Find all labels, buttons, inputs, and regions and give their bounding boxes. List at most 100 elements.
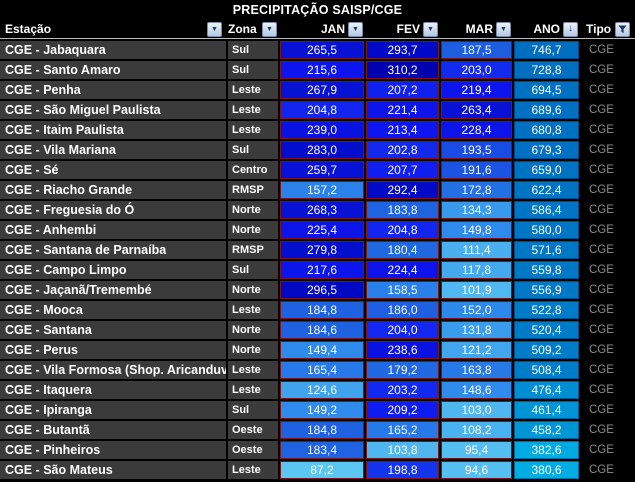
ano-total-cell[interactable]: 522,8	[514, 301, 579, 319]
mar-value-cell[interactable]: 193,5	[441, 141, 512, 159]
tipo-cell[interactable]: CGE	[589, 424, 614, 436]
fev-value-cell[interactable]: 202,8	[366, 141, 439, 159]
zone-cell[interactable]: Leste	[228, 301, 278, 319]
fev-value-cell[interactable]: 213,4	[366, 121, 439, 139]
ano-total-cell[interactable]: 622,4	[514, 181, 579, 199]
ano-total-cell[interactable]: 380,6	[514, 461, 579, 479]
tipo-cell[interactable]: CGE	[589, 184, 614, 196]
ano-total-cell[interactable]: 559,8	[514, 261, 579, 279]
station-cell[interactable]: CGE - São Miguel Paulista	[0, 101, 226, 119]
station-cell[interactable]: CGE - Jabaquara	[0, 41, 226, 59]
ano-total-cell[interactable]: 659,0	[514, 161, 579, 179]
zone-cell[interactable]: Leste	[228, 81, 278, 99]
fev-value-cell[interactable]: 238,6	[366, 341, 439, 359]
fev-value-cell[interactable]: 204,8	[366, 221, 439, 239]
fev-value-cell[interactable]: 179,2	[366, 361, 439, 379]
zone-cell[interactable]: Oeste	[228, 441, 278, 459]
mar-value-cell[interactable]: 187,5	[441, 41, 512, 59]
zone-cell[interactable]: Norte	[228, 201, 278, 219]
jan-value-cell[interactable]: 265,5	[280, 41, 364, 59]
jan-value-cell[interactable]: 157,2	[280, 181, 364, 199]
jan-value-cell[interactable]: 204,8	[280, 101, 364, 119]
ano-total-cell[interactable]: 509,2	[514, 341, 579, 359]
jan-value-cell[interactable]: 183,4	[280, 441, 364, 459]
jan-value-cell[interactable]: 149,4	[280, 341, 364, 359]
jan-value-cell[interactable]: 267,9	[280, 81, 364, 99]
zone-cell[interactable]: Sul	[228, 41, 278, 59]
zone-cell[interactable]: Norte	[228, 221, 278, 239]
zone-cell[interactable]: Sul	[228, 261, 278, 279]
tipo-cell[interactable]: CGE	[589, 104, 614, 116]
mar-value-cell[interactable]: 148,6	[441, 381, 512, 399]
mar-value-cell[interactable]: 134,3	[441, 201, 512, 219]
station-cell[interactable]: CGE - Penha	[0, 81, 226, 99]
station-cell[interactable]: CGE - Riacho Grande	[0, 181, 226, 199]
fev-value-cell[interactable]: 293,7	[366, 41, 439, 59]
station-cell[interactable]: CGE - Jaçanã/Tremembé	[0, 281, 226, 299]
station-cell[interactable]: CGE - Pinheiros	[0, 441, 226, 459]
jan-value-cell[interactable]: 225,4	[280, 221, 364, 239]
mar-value-cell[interactable]: 101,9	[441, 281, 512, 299]
mar-value-cell[interactable]: 131,8	[441, 321, 512, 339]
zone-cell[interactable]: RMSP	[228, 181, 278, 199]
station-cell[interactable]: CGE - Santana de Parnaíba	[0, 241, 226, 259]
fev-value-cell[interactable]: 103,8	[366, 441, 439, 459]
fev-value-cell[interactable]: 310,2	[366, 61, 439, 79]
tipo-cell[interactable]: CGE	[589, 284, 614, 296]
zone-cell[interactable]: Centro	[228, 161, 278, 179]
station-cell[interactable]: CGE - Freguesia do Ó	[0, 201, 226, 219]
fev-value-cell[interactable]: 224,4	[366, 261, 439, 279]
tipo-cell[interactable]: CGE	[589, 224, 614, 236]
tipo-cell[interactable]: CGE	[589, 124, 614, 136]
fev-value-cell[interactable]: 158,5	[366, 281, 439, 299]
ano-total-cell[interactable]: 382,6	[514, 441, 579, 459]
mar-value-cell[interactable]: 111,4	[441, 241, 512, 259]
ano-total-cell[interactable]: 679,3	[514, 141, 579, 159]
tipo-cell[interactable]: CGE	[589, 204, 614, 216]
ano-total-cell[interactable]: 586,4	[514, 201, 579, 219]
fev-value-cell[interactable]: 183,8	[366, 201, 439, 219]
ano-total-cell[interactable]: 680,8	[514, 121, 579, 139]
jan-value-cell[interactable]: 165,4	[280, 361, 364, 379]
mar-value-cell[interactable]: 191,6	[441, 161, 512, 179]
jan-value-cell[interactable]: 259,7	[280, 161, 364, 179]
station-cell[interactable]: CGE - Santo Amaro	[0, 61, 226, 79]
ano-total-cell[interactable]: 571,6	[514, 241, 579, 259]
tipo-cell[interactable]: CGE	[589, 464, 614, 476]
mar-value-cell[interactable]: 219,4	[441, 81, 512, 99]
mar-value-cell[interactable]: 203,0	[441, 61, 512, 79]
tipo-cell[interactable]: CGE	[589, 364, 614, 376]
ano-total-cell[interactable]: 476,4	[514, 381, 579, 399]
zone-cell[interactable]: Sul	[228, 141, 278, 159]
fev-value-cell[interactable]: 209,2	[366, 401, 439, 419]
zone-cell[interactable]: Norte	[228, 341, 278, 359]
station-cell[interactable]: CGE - São Mateus	[0, 461, 226, 479]
zona-filter-button[interactable]: ▼	[262, 21, 277, 37]
tipo-cell[interactable]: CGE	[589, 64, 614, 76]
ano-total-cell[interactable]: 458,2	[514, 421, 579, 439]
station-cell[interactable]: CGE - Anhembi	[0, 221, 226, 239]
jan-value-cell[interactable]: 283,0	[280, 141, 364, 159]
fev-value-cell[interactable]: 292,4	[366, 181, 439, 199]
mar-value-cell[interactable]: 103,0	[441, 401, 512, 419]
station-cell[interactable]: CGE - Perus	[0, 341, 226, 359]
jan-value-cell[interactable]: 87,2	[280, 461, 364, 479]
ano-total-cell[interactable]: 580,0	[514, 221, 579, 239]
station-cell[interactable]: CGE - Santana	[0, 321, 226, 339]
station-cell[interactable]: CGE - Butantã	[0, 421, 226, 439]
mar-value-cell[interactable]: 121,2	[441, 341, 512, 359]
tipo-cell[interactable]: CGE	[589, 264, 614, 276]
mar-value-cell[interactable]: 163,8	[441, 361, 512, 379]
mar-value-cell[interactable]: 152,0	[441, 301, 512, 319]
mar-value-cell[interactable]: 228,4	[441, 121, 512, 139]
station-cell[interactable]: CGE - Itaim Paulista	[0, 121, 226, 139]
ano-total-cell[interactable]: 508,4	[514, 361, 579, 379]
ano-total-cell[interactable]: 694,5	[514, 81, 579, 99]
jan-value-cell[interactable]: 184,6	[280, 321, 364, 339]
jan-value-cell[interactable]: 184,8	[280, 421, 364, 439]
tipo-cell[interactable]: CGE	[589, 164, 614, 176]
tipo-cell[interactable]: CGE	[589, 404, 614, 416]
fev-value-cell[interactable]: 186,0	[366, 301, 439, 319]
tipo-cell[interactable]: CGE	[589, 304, 614, 316]
tipo-cell[interactable]: CGE	[589, 84, 614, 96]
